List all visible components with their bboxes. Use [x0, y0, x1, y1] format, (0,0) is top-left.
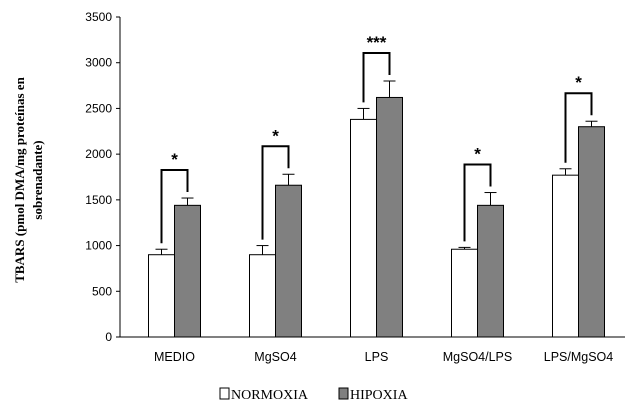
significance-bracket [362, 52, 391, 103]
significance-marker: * [575, 73, 582, 92]
bar-normoxia-2 [249, 254, 276, 338]
legend-label-hipoxia: HIPOXIA [350, 388, 408, 403]
legend-label-normoxia: NORMOXIA [231, 388, 309, 403]
bar-normoxia-1 [148, 254, 175, 338]
significance-marker: *** [367, 33, 387, 52]
significance-marker: * [171, 150, 178, 169]
y-tick-label: 500 [92, 284, 112, 298]
bar-hipoxia-3 [376, 96, 403, 338]
y-axis: 0 500 1000 1500 2000 2500 3000 3500 [85, 10, 120, 344]
bars-group [148, 80, 605, 338]
significance-bracket [160, 169, 189, 244]
bar-hipoxia-2 [275, 184, 302, 338]
bar-hipoxia-4 [477, 204, 504, 338]
x-category-label: LPS [365, 350, 389, 364]
x-category-label: MgSO4 [254, 350, 296, 364]
significance-marker: * [272, 126, 279, 145]
x-category-label: LPS/MgSO4 [544, 350, 614, 364]
significance-group: ******* [160, 33, 593, 244]
y-tick-label: 2500 [85, 101, 112, 115]
significance-bracket [564, 92, 593, 163]
significance-bracket [261, 145, 290, 240]
y-axis-label-line-1: TBARS (pmol DMA/mg proteínas en [12, 76, 27, 282]
significance-marker: * [474, 145, 481, 164]
significance-bracket [463, 163, 492, 242]
x-category-label: MgSO4/LPS [443, 350, 512, 364]
y-tick-label: 1000 [85, 239, 112, 253]
legend: NORMOXIA HIPOXIA [219, 387, 408, 403]
legend-swatch-normoxia [219, 387, 230, 400]
bar-hipoxia-5 [578, 126, 605, 338]
bar-normoxia-4 [451, 248, 478, 338]
y-axis-label-line-2: sobrenadante) [30, 140, 45, 219]
x-category-label: MEDIO [154, 350, 195, 364]
bar-hipoxia-1 [174, 204, 201, 338]
legend-swatch-hipoxia [338, 387, 349, 400]
bar-normoxia-5 [552, 174, 579, 338]
y-tick-label: 3500 [85, 10, 112, 24]
bar-normoxia-3 [350, 118, 377, 338]
y-tick-label: 1500 [85, 193, 112, 207]
y-tick-label: 0 [105, 330, 112, 344]
y-tick-label: 2000 [85, 147, 112, 161]
y-tick-label: 3000 [85, 56, 112, 70]
x-axis: MEDIO MgSO4 LPS MgSO4/LPS LPS/MgSO4 [154, 350, 613, 364]
